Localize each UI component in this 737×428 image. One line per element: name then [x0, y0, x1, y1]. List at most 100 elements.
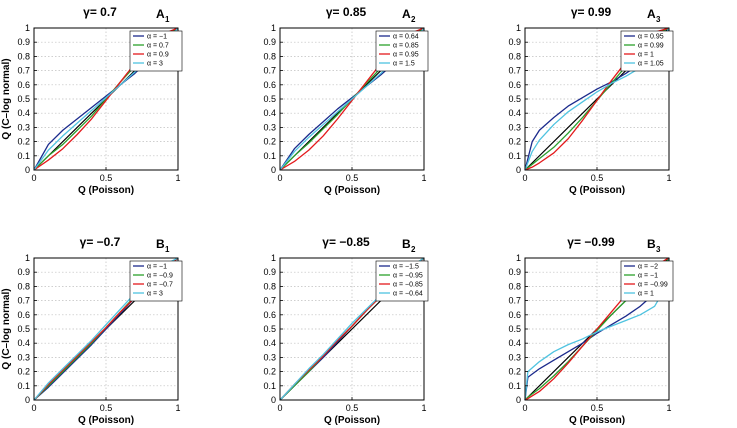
y-tick-label: 0.7 — [263, 66, 276, 76]
y-tick-label: 0.1 — [263, 151, 276, 161]
chart-panel-A2: 0 0.5 1 0 0.1 0.2 0.3 0.4 0.5 0.6 0.7 0.8 0.9 1 Q (Poi… — [263, 5, 429, 196]
y-tick-label: 1 — [271, 23, 276, 33]
panel-label: A — [647, 7, 656, 21]
chart-title: γ= 0.7 — [83, 5, 117, 19]
legend-box — [129, 260, 183, 302]
y-tick-label: 0.3 — [508, 122, 521, 132]
chart-title: γ= −0.99 — [567, 235, 615, 249]
y-tick-label: 0.2 — [263, 367, 276, 377]
legend-entry-1: α = 0.95 — [638, 34, 664, 41]
legend-entry-4: α = −0.64 — [393, 291, 423, 298]
y-axis-label: Q (C–log normal) — [1, 58, 12, 139]
y-tick-label: 0.8 — [17, 51, 30, 61]
y-tick-label: 0.2 — [508, 367, 521, 377]
x-tick-label: 0 — [31, 173, 36, 183]
legend-entry-3: α = 0.95 — [393, 52, 419, 59]
y-tick-label: 0.3 — [508, 352, 521, 362]
x-tick-label: 0.5 — [346, 403, 359, 413]
panel-label: A — [156, 7, 165, 21]
panel-label-index: 3 — [656, 15, 661, 24]
chart-title: γ= 0.85 — [326, 5, 367, 19]
legend-entry-2: α = 0.85 — [393, 43, 419, 50]
y-tick-label: 0.5 — [263, 94, 276, 104]
y-tick-label: 0.9 — [17, 267, 30, 277]
legend-box — [375, 30, 429, 72]
x-tick-label: 1 — [666, 403, 671, 413]
y-tick-label: 0.5 — [263, 324, 276, 334]
legend-entry-4: α = 3 — [147, 61, 163, 68]
chart-panel-A1: 0 0.5 1 0 0.1 0.2 0.3 0.4 0.5 0.6 0.7 0.8 0.9 1 Q (Poi… — [17, 5, 183, 196]
x-axis-label: Q (Poisson) — [569, 415, 625, 426]
y-tick-label: 0 — [25, 395, 30, 405]
y-tick-label: 0.7 — [508, 66, 521, 76]
chart-panel-B1: 0 0.5 1 0 0.1 0.2 0.3 0.4 0.5 0.6 0.7 0.8 0.9 1 Q (Poi… — [17, 235, 183, 426]
y-tick-label: 0.4 — [263, 108, 276, 118]
legend-entry-3: α = −0.7 — [147, 282, 173, 289]
x-tick-label: 0 — [277, 403, 282, 413]
panel-label: B — [647, 237, 656, 251]
y-tick-label: 0.5 — [17, 94, 30, 104]
y-tick-label: 0.1 — [17, 151, 30, 161]
y-tick-label: 0.4 — [17, 108, 30, 118]
x-tick-label: 1 — [175, 173, 180, 183]
y-axis-label: Q (C–log normal) — [1, 288, 12, 369]
y-tick-label: 0.4 — [508, 338, 521, 348]
panel-label: A — [402, 7, 411, 21]
legend-entry-4: α = 1.5 — [393, 61, 415, 68]
x-axis-label: Q (Poisson) — [78, 185, 134, 196]
y-tick-label: 0.8 — [263, 281, 276, 291]
y-tick-label: 0.2 — [508, 137, 521, 147]
legend-entry-1: α = −1 — [147, 34, 167, 41]
legend-entry-1: α = −1 — [147, 264, 167, 271]
legend-entry-1: α = 0.64 — [393, 34, 419, 41]
y-tick-label: 0.7 — [263, 296, 276, 306]
y-tick-label: 0.1 — [508, 381, 521, 391]
y-tick-label: 0.7 — [17, 296, 30, 306]
panel-label: B — [156, 237, 165, 251]
x-tick-label: 1 — [421, 403, 426, 413]
x-tick-label: 1 — [175, 403, 180, 413]
y-tick-label: 0.9 — [263, 37, 276, 47]
legend-box — [620, 30, 674, 72]
panel-label-index: 2 — [411, 245, 416, 254]
x-tick-label: 0 — [522, 173, 527, 183]
y-tick-label: 0.8 — [508, 281, 521, 291]
y-tick-label: 0.1 — [17, 381, 30, 391]
y-tick-label: 0 — [516, 165, 521, 175]
x-tick-label: 0.5 — [100, 403, 113, 413]
y-tick-label: 1 — [25, 253, 30, 263]
legend-box — [620, 260, 674, 302]
chart-title: γ= −0.85 — [322, 235, 370, 249]
legend-box — [129, 30, 183, 72]
y-tick-label: 0.5 — [508, 94, 521, 104]
y-tick-label: 0.3 — [263, 352, 276, 362]
legend-entry-4: α = 1 — [638, 291, 654, 298]
y-tick-label: 0 — [516, 395, 521, 405]
y-tick-label: 0.6 — [17, 80, 30, 90]
legend-entry-3: α = 1 — [638, 52, 654, 59]
y-tick-label: 0.4 — [508, 108, 521, 118]
y-tick-label: 0 — [271, 165, 276, 175]
y-tick-label: 0.2 — [17, 367, 30, 377]
panel-label-index: 3 — [656, 245, 661, 254]
y-tick-label: 0.9 — [263, 267, 276, 277]
y-tick-label: 0.2 — [263, 137, 276, 147]
panel-label-index: 1 — [165, 15, 170, 24]
legend-entry-2: α = −1 — [638, 273, 658, 280]
legend-entry-3: α = −0.99 — [638, 282, 668, 289]
y-tick-label: 0.9 — [508, 37, 521, 47]
y-tick-label: 1 — [516, 23, 521, 33]
y-tick-label: 0.4 — [263, 338, 276, 348]
y-tick-label: 0.7 — [17, 66, 30, 76]
chart-title: γ= −0.7 — [80, 235, 121, 249]
y-tick-label: 0.1 — [263, 381, 276, 391]
y-tick-label: 0.3 — [17, 352, 30, 362]
legend-entry-4: α = 1.05 — [638, 61, 664, 68]
x-axis-label: Q (Poisson) — [569, 185, 625, 196]
panel-label-index: 2 — [411, 15, 416, 24]
chart-title: γ= 0.99 — [571, 5, 612, 19]
y-tick-label: 0.8 — [508, 51, 521, 61]
legend-entry-4: α = 3 — [147, 291, 163, 298]
chart-panel-B3: 0 0.5 1 0 0.1 0.2 0.3 0.4 0.5 0.6 0.7 0.8 0.9 1 Q (Poi… — [508, 235, 674, 426]
y-tick-label: 0.8 — [263, 51, 276, 61]
